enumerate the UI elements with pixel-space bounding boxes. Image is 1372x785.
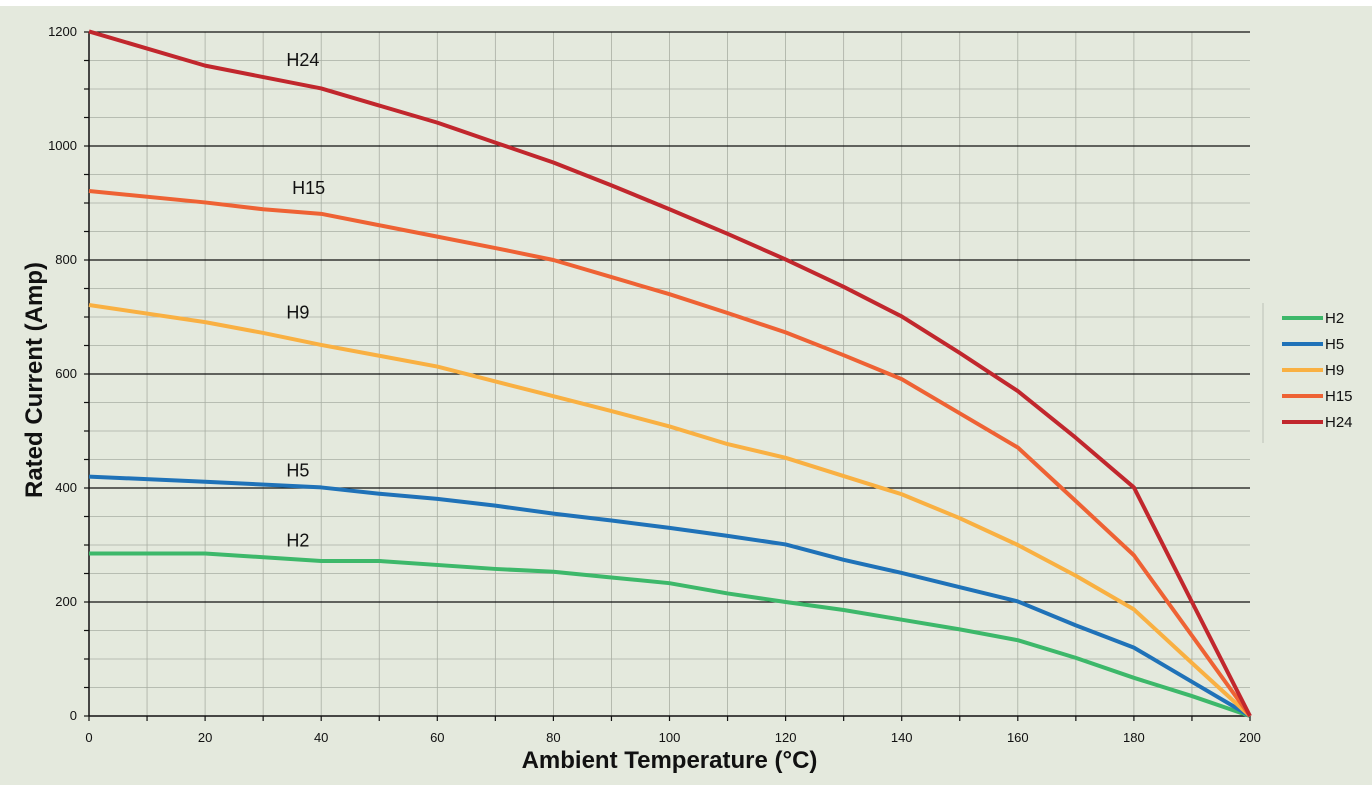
tick-marks [84,31,1251,721]
series-line-h2 [89,551,1251,718]
x-axis-title: Ambient Temperature (°C) [522,747,818,774]
y-tick-label: 200 [55,594,77,609]
x-tick-label: 80 [546,730,560,745]
y-tick-label: 800 [55,252,77,267]
major-grid [89,31,1250,603]
y-axis-title: Rated Current (Amp) [21,262,48,498]
series-line-h5 [88,474,1252,718]
annotation-h2: H2 [286,531,309,551]
tick-labels: 0 20 40 60 80 100 120 140 160 180 200 0 200 400 600 800… [48,24,1261,745]
x-tick-label: 120 [775,730,797,745]
series-line-h24 [88,29,1252,717]
line-chart: 0 20 40 60 80 100 120 140 160 180 200 0 200 400 600 800… [21,24,1353,774]
x-tick-label: 0 [85,730,92,745]
annotation-h9: H9 [286,303,309,323]
y-tick-label: 1200 [48,24,77,39]
legend: H2 H5 H9 H15 H24 [1262,303,1353,443]
annotation-h15: H15 [292,178,325,198]
series-layer [88,29,1252,718]
legend-label-h15: H15 [1325,388,1353,405]
y-tick-label: 600 [55,366,77,381]
x-tick-label: 180 [1123,730,1145,745]
annotation-h5: H5 [286,461,309,481]
x-tick-label: 40 [314,730,328,745]
x-tick-label: 200 [1239,730,1261,745]
x-tick-label: 20 [198,730,212,745]
x-tick-label: 100 [659,730,681,745]
y-tick-label: 400 [55,480,77,495]
series-line-h9 [88,303,1252,718]
legend-label-h24: H24 [1325,414,1353,431]
legend-label-h5: H5 [1325,336,1344,353]
x-tick-label: 160 [1007,730,1029,745]
y-tick-label: 0 [70,708,77,723]
chart-frame: 0 20 40 60 80 100 120 140 160 180 200 0 200 400 600 800… [0,6,1372,785]
y-tick-label: 1000 [48,138,77,153]
annotation-h24: H24 [286,50,319,70]
x-tick-label: 60 [430,730,444,745]
series-line-h15 [88,189,1252,718]
series-annotations: H24 H15 H9 H5 H2 [286,50,325,551]
legend-label-h9: H9 [1325,362,1344,379]
legend-label-h2: H2 [1325,310,1344,327]
x-tick-label: 140 [891,730,913,745]
